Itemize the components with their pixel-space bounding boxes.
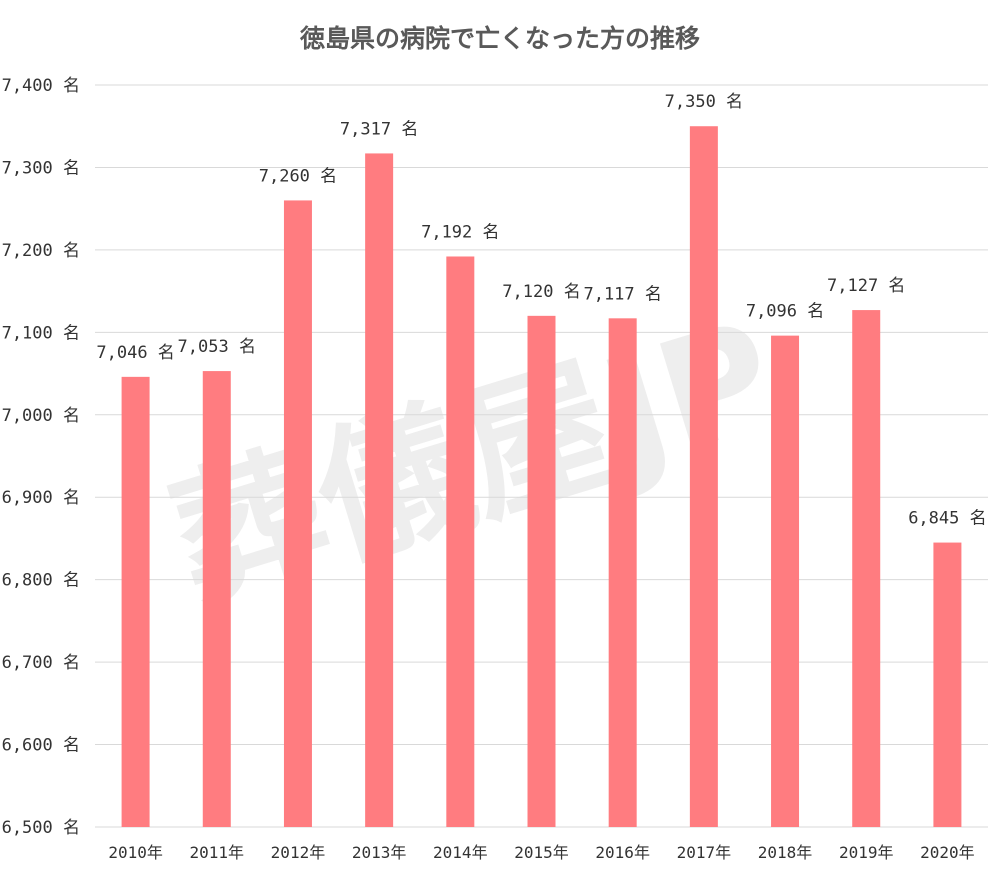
y-tick-label: 7,200 名: [2, 241, 80, 261]
y-tick-label: 6,700 名: [2, 653, 80, 673]
x-tick-label: 2015年: [514, 843, 569, 862]
data-label: 7,117 名: [583, 284, 661, 304]
data-label: 7,260 名: [259, 166, 337, 186]
bar: [446, 256, 475, 827]
x-tick-label: 2019年: [839, 843, 894, 862]
y-tick-label: 7,400 名: [2, 76, 80, 96]
x-tick-label: 2020年: [920, 843, 975, 862]
data-label: 7,317 名: [340, 119, 418, 139]
bar: [121, 376, 150, 827]
bar: [771, 335, 800, 827]
bar: [365, 153, 394, 827]
data-label: 6,845 名: [908, 509, 986, 529]
data-labels: 7,046 名 7,053 名 7,260 名 7,317 名 7,192 名 7,120…: [96, 92, 986, 528]
bar: [527, 315, 556, 827]
x-tick-label: 2016年: [595, 843, 650, 862]
data-label: 7,046 名: [96, 343, 174, 363]
x-tick-label: 2010年: [108, 843, 163, 862]
y-tick-label: 6,900 名: [2, 488, 80, 508]
data-label: 7,053 名: [178, 337, 256, 357]
y-tick-label: 7,000 名: [2, 406, 80, 426]
data-label: 7,350 名: [665, 92, 743, 112]
y-axis-ticks: 6,500 名 6,600 名 6,700 名 6,800 名 6,900 名 7,000…: [2, 76, 80, 838]
bar: [283, 200, 312, 827]
y-tick-label: 6,800 名: [2, 571, 80, 591]
x-axis-ticks: 2010年 2011年 2012年 2013年 2014年 2015年 2016年 2017年…: [108, 843, 974, 862]
x-tick-label: 2012年: [271, 843, 326, 862]
y-tick-label: 6,600 名: [2, 736, 80, 756]
data-label: 7,127 名: [827, 276, 905, 296]
x-tick-label: 2018年: [758, 843, 813, 862]
y-tick-label: 7,300 名: [2, 158, 80, 178]
y-tick-label: 6,500 名: [2, 818, 80, 838]
x-tick-label: 2014年: [433, 843, 488, 862]
x-tick-label: 2011年: [189, 843, 244, 862]
bar: [608, 318, 637, 827]
data-label: 7,192 名: [421, 222, 499, 242]
y-tick-label: 7,100 名: [2, 323, 80, 343]
x-tick-label: 2017年: [677, 843, 732, 862]
chart-title: 徳島県の病院で亡くなった方の推移: [299, 24, 700, 53]
data-label: 7,120 名: [502, 282, 580, 302]
data-label: 7,096 名: [746, 302, 824, 322]
x-tick-label: 2013年: [352, 843, 407, 862]
bar: [689, 126, 718, 827]
bars: [121, 126, 962, 827]
bar: [202, 371, 231, 827]
bar: [933, 542, 962, 827]
bar: [852, 310, 881, 827]
